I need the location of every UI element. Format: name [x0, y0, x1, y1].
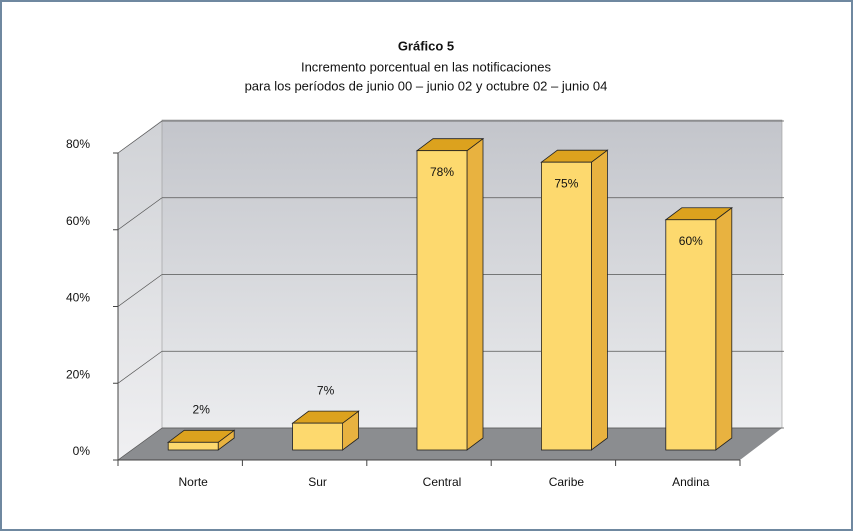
y-tick-label: 0%: [73, 444, 91, 458]
bar: [292, 422, 344, 451]
bar: [167, 441, 219, 451]
bar-side: [715, 206, 733, 451]
x-tick-label: Sur: [308, 475, 327, 489]
data-label: 75%: [554, 176, 578, 190]
data-label: 60%: [679, 234, 703, 248]
x-tick-label: Caribe: [549, 475, 585, 489]
chart-title: Gráfico 5: [398, 38, 454, 53]
x-tick-label: Andina: [672, 475, 710, 489]
grid-line: [117, 350, 163, 384]
x-tick-label: Norte: [179, 475, 209, 489]
chart-subtitle: Incremento porcentual en las notificacio…: [301, 59, 552, 74]
bar-side: [466, 137, 484, 451]
bar: [416, 150, 468, 451]
grid-line: [117, 197, 163, 231]
y-tick-label: 40%: [66, 291, 90, 305]
chart-subtitle: para los períodos de junio 00 – junio 02…: [245, 78, 608, 93]
bar: [665, 219, 717, 451]
data-label: 78%: [430, 165, 454, 179]
y-tick-label: 80%: [66, 137, 90, 151]
grid-line: [117, 120, 163, 154]
grid-line: [117, 427, 163, 461]
y-tick-label: 60%: [66, 214, 90, 228]
y-tick-label: 20%: [66, 367, 90, 381]
bar: [541, 161, 592, 451]
x-tick-label: Central: [423, 475, 462, 489]
bar-side: [591, 149, 608, 451]
grid-line: [117, 274, 163, 307]
data-label: 2%: [193, 402, 211, 416]
data-label: 7%: [317, 383, 335, 397]
left-wall: [118, 120, 162, 460]
